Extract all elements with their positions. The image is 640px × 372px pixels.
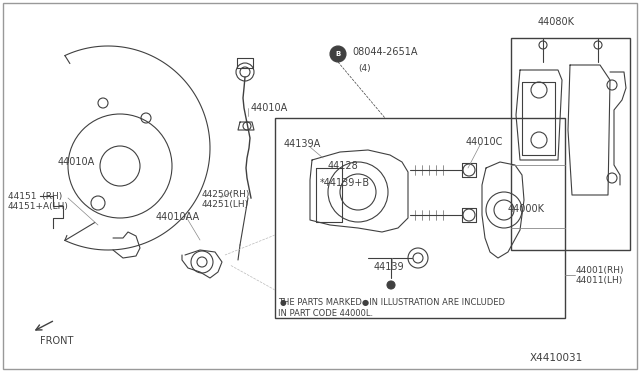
Text: (4): (4): [358, 64, 371, 73]
Text: 08044-2651A: 08044-2651A: [352, 47, 417, 57]
Text: B: B: [335, 51, 340, 57]
Circle shape: [387, 281, 395, 289]
Text: 44011(LH): 44011(LH): [576, 276, 623, 285]
Text: 44010A: 44010A: [251, 103, 288, 113]
Text: 44001(RH): 44001(RH): [576, 266, 625, 275]
Text: 44128: 44128: [328, 161, 359, 171]
Text: *44139+B: *44139+B: [320, 178, 370, 188]
Text: 44010A: 44010A: [58, 157, 95, 167]
Text: 44151  (RH): 44151 (RH): [8, 192, 62, 201]
Text: 44010AA: 44010AA: [156, 212, 200, 222]
Text: FRONT: FRONT: [40, 336, 74, 346]
Text: 44250(RH): 44250(RH): [202, 189, 250, 199]
Text: 44151+A(LH): 44151+A(LH): [8, 202, 69, 211]
Text: THE PARTS MARKED●IN ILLUSTRATION ARE INCLUDED: THE PARTS MARKED●IN ILLUSTRATION ARE INC…: [278, 298, 505, 308]
Bar: [511, 38, 630, 250]
Text: 44080K: 44080K: [538, 17, 575, 27]
Text: ●: ●: [280, 298, 287, 308]
Text: 44000K: 44000K: [508, 204, 545, 214]
Text: X4410031: X4410031: [530, 353, 583, 363]
Text: 44251(LH): 44251(LH): [202, 199, 249, 208]
Text: 44139A: 44139A: [284, 139, 321, 149]
Circle shape: [330, 46, 346, 62]
Text: 44010C: 44010C: [466, 137, 504, 147]
Bar: [275, 118, 565, 318]
Text: 44139: 44139: [374, 262, 404, 272]
Text: IN PART CODE 44000L.: IN PART CODE 44000L.: [278, 308, 373, 317]
